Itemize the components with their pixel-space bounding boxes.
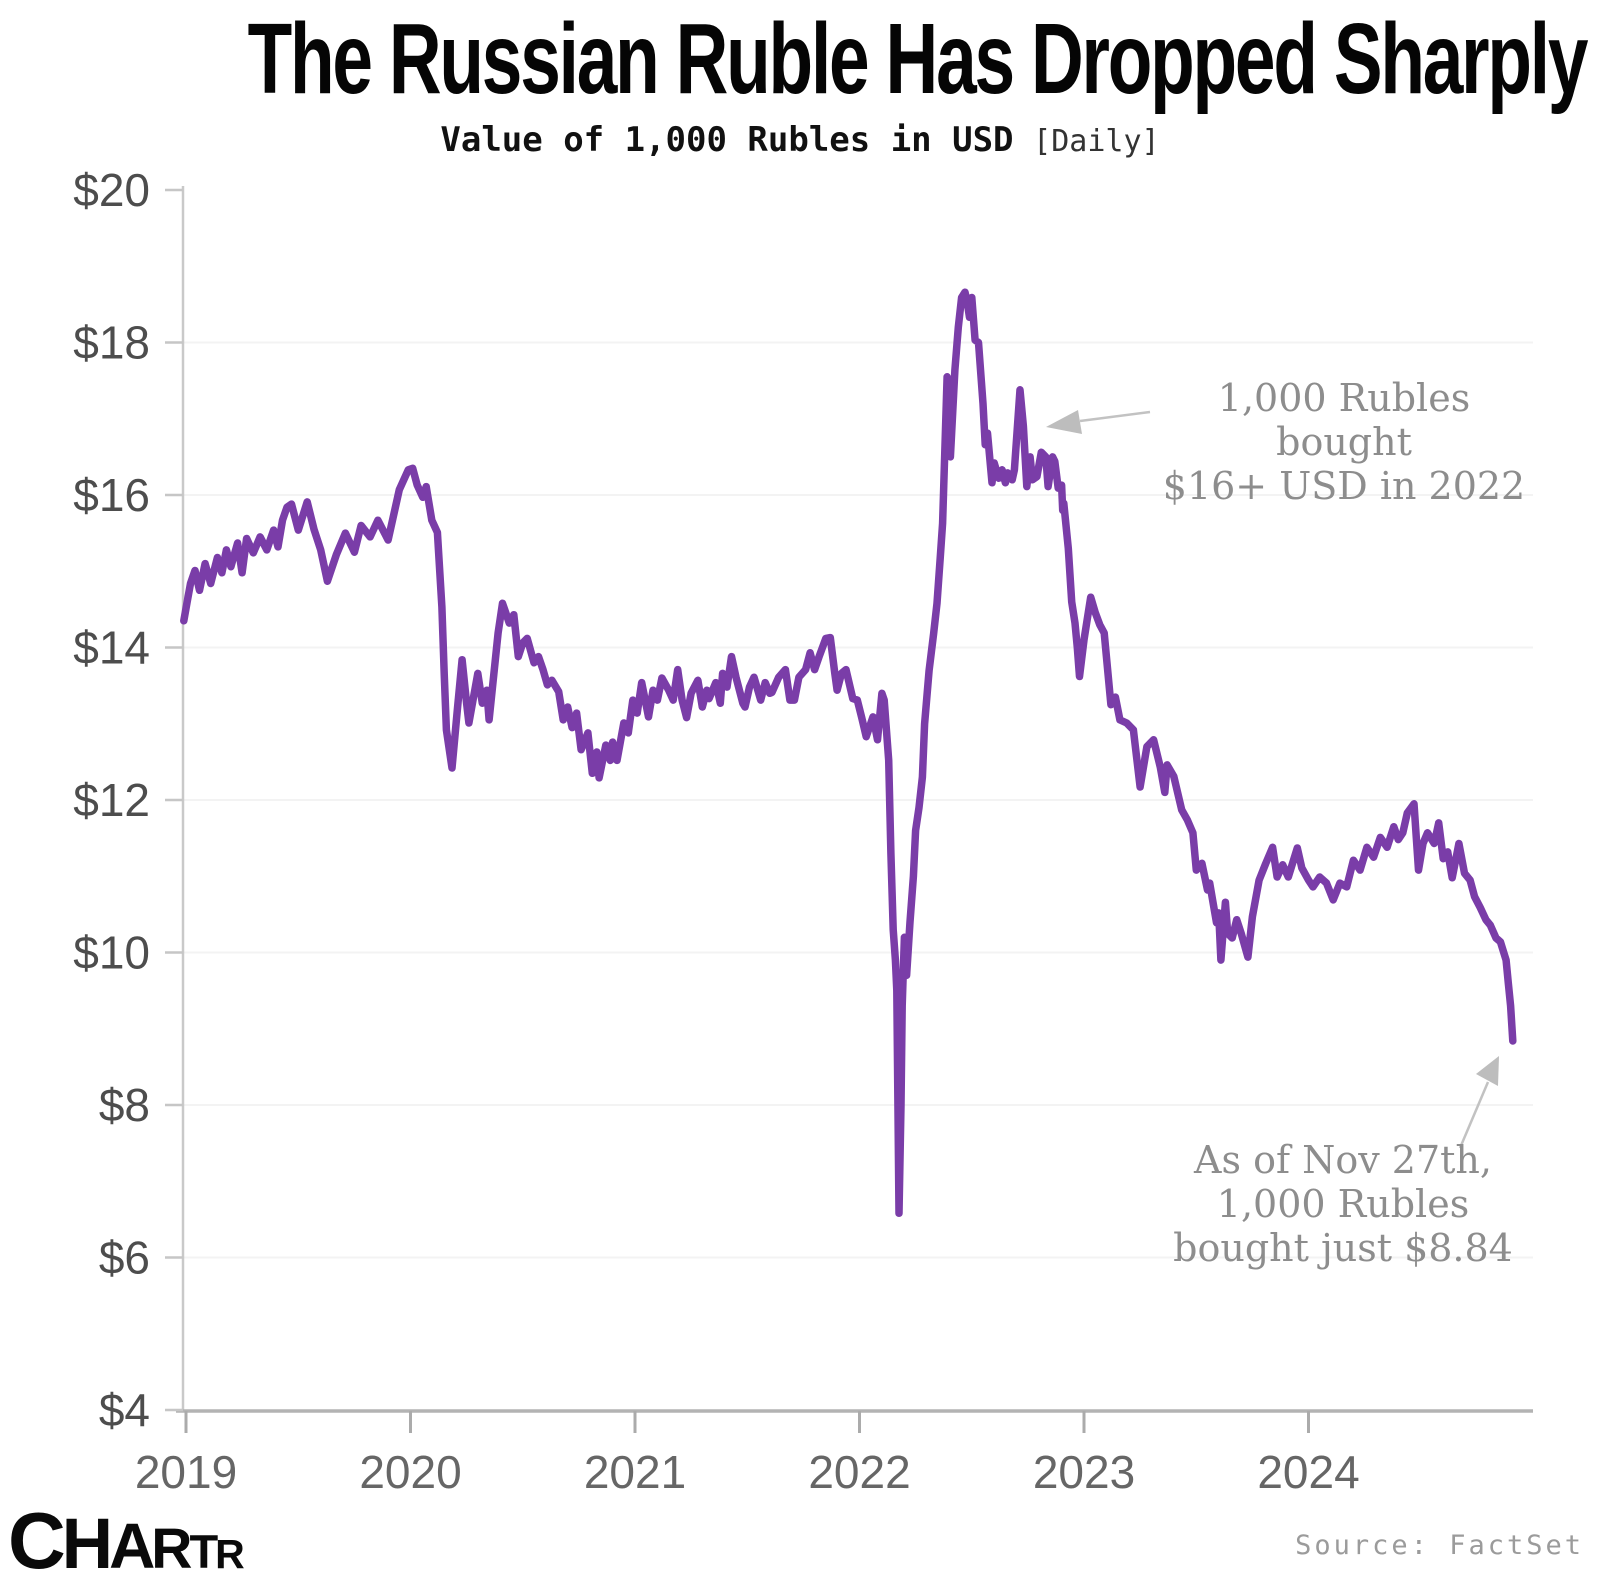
- arrow-head-icon: [1046, 410, 1082, 434]
- arrow-shaft: [1079, 410, 1151, 423]
- annotation-line: $16+ USD in 2022: [1162, 464, 1526, 508]
- logo-letter: R: [215, 1531, 245, 1577]
- y-tick-label: $6: [99, 1232, 150, 1284]
- y-tick-label: $16: [73, 469, 150, 521]
- x-tick-label: 2019: [135, 1446, 237, 1498]
- subtitle-main-text: Value of 1,000 Rubles in USD: [440, 120, 1014, 160]
- x-tick-label: 2020: [359, 1446, 461, 1498]
- annotation-arrow-2022-peak: [1046, 410, 1151, 434]
- y-tick-label: $8: [99, 1079, 150, 1131]
- logo-letter: H: [61, 1505, 113, 1584]
- arrow-head-icon: [1476, 1056, 1499, 1086]
- annotation-2022-peak: 1,000 Rubles bought $16+ USD in 2022: [1144, 376, 1544, 508]
- logo-letter: T: [189, 1525, 218, 1578]
- chartr-logo: CHARTR: [8, 1496, 245, 1585]
- logo-letter: A: [109, 1510, 155, 1582]
- annotation-line: bought just $8.84: [1173, 1226, 1513, 1270]
- chart-title-text: The Russian Ruble Has Dropped Sharply: [247, 3, 1589, 115]
- y-tick-label: $20: [73, 164, 150, 216]
- ruble-value-series-line: [180, 288, 1517, 1218]
- x-tick-label: 2022: [808, 1446, 910, 1498]
- y-axis-ticks: $4 $6 $8 $10 $12 $14 $16 $18 $20: [73, 164, 183, 1436]
- annotation-line: 1,000 Rubles bought: [1217, 376, 1471, 464]
- y-tick-label: $18: [73, 317, 150, 369]
- x-tick-label: 2023: [1033, 1446, 1135, 1498]
- gridlines: [183, 341, 1533, 1259]
- chart-subtitle: Value of 1,000 Rubles in USD [Daily]: [0, 120, 1600, 160]
- y-tick-label: $12: [73, 774, 150, 826]
- x-axis-ticks: 2019 2020 2021 2022 2023 2024: [135, 1411, 1360, 1498]
- arrow-shaft: [1458, 1081, 1490, 1149]
- annotation-arrow-nov27: [1458, 1056, 1499, 1149]
- y-tick-label: $4: [99, 1384, 150, 1436]
- logo-letter: R: [151, 1517, 192, 1581]
- logo-letter: C: [8, 1496, 66, 1585]
- x-tick-label: 2021: [584, 1446, 686, 1498]
- subtitle-frequency-tag: [Daily]: [1033, 124, 1160, 159]
- source-credit: Source: FactSet: [1295, 1530, 1584, 1561]
- annotation-nov27: As of Nov 27th, 1,000 Rubles bought just…: [1143, 1138, 1543, 1270]
- y-tick-label: $14: [73, 622, 150, 674]
- page-title: The Russian Ruble Has Dropped Sharply: [0, 6, 1600, 112]
- x-tick-label: 2024: [1257, 1446, 1359, 1498]
- annotation-line: 1,000 Rubles: [1216, 1182, 1470, 1226]
- y-tick-label: $10: [73, 927, 150, 979]
- annotation-line: As of Nov 27th,: [1194, 1138, 1492, 1182]
